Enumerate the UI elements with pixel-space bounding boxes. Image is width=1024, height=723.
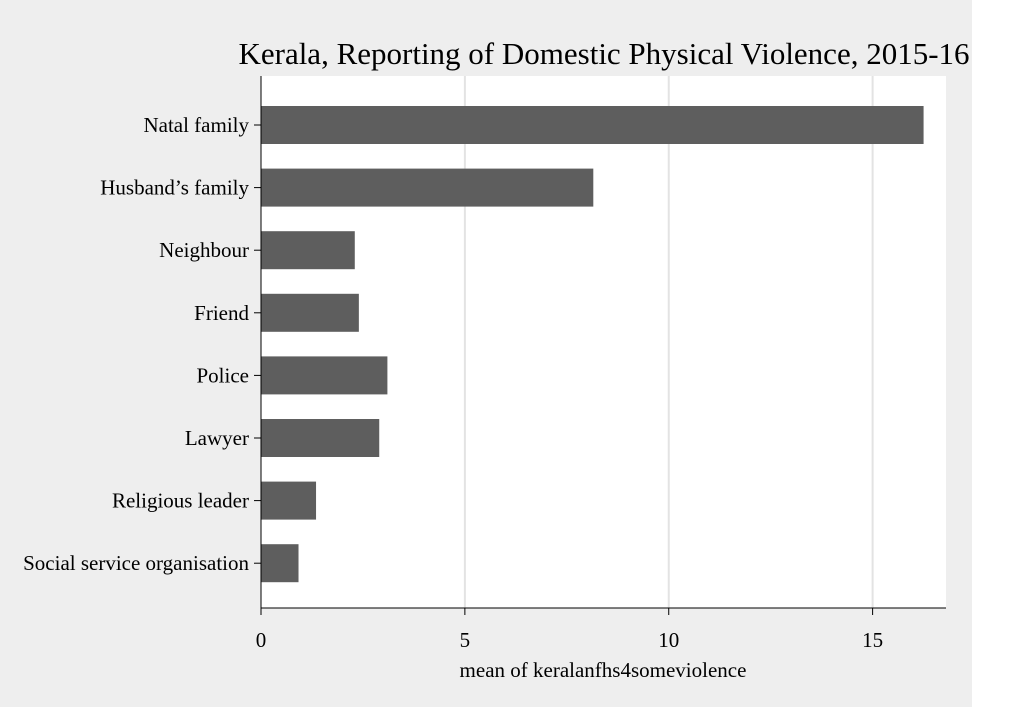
category-label: Police — [197, 363, 250, 387]
x-axis-title: mean of keralanfhs4someviolence — [460, 658, 747, 682]
category-label: Religious leader — [112, 489, 249, 513]
bar — [261, 168, 594, 207]
grid-lines — [463, 76, 874, 608]
bar — [261, 419, 380, 457]
bar — [261, 106, 924, 144]
y-ticks: Natal family Husband’s family Neighbour Fri… — [23, 113, 261, 575]
x-tick-label: 10 — [658, 628, 679, 652]
chart-title: Kerala, Reporting of Domestic Physical V… — [238, 36, 969, 71]
category-label: Neighbour — [159, 238, 249, 262]
x-tick-label: 0 — [256, 628, 267, 652]
x-ticks: 0 5 10 15 — [256, 608, 883, 652]
x-tick-label: 15 — [862, 628, 883, 652]
category-label: Lawyer — [185, 426, 249, 450]
bar — [261, 231, 355, 270]
bar — [261, 544, 299, 583]
plot-area — [261, 76, 946, 608]
bar — [261, 356, 388, 395]
category-label: Friend — [194, 301, 249, 325]
category-label: Social service organisation — [23, 551, 249, 575]
bar — [261, 481, 317, 520]
x-tick-label: 5 — [460, 628, 471, 652]
bar — [261, 293, 359, 332]
category-label: Natal family — [143, 113, 249, 137]
category-label: Husband’s family — [100, 176, 249, 200]
bars — [261, 106, 924, 583]
